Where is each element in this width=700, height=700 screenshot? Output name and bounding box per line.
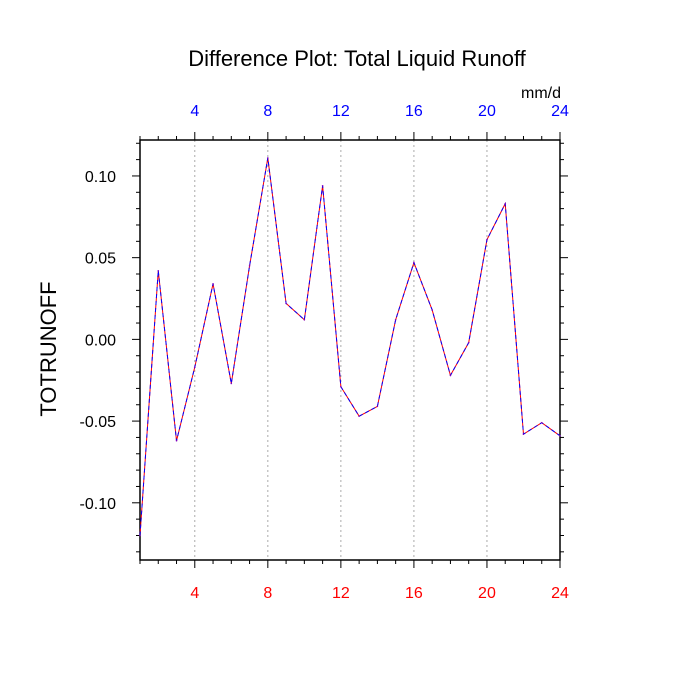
data-point — [376, 405, 379, 408]
data-point — [175, 439, 178, 442]
axis-layer — [132, 132, 568, 568]
data-point — [504, 202, 507, 205]
data-point — [358, 415, 360, 417]
data-point — [248, 265, 251, 267]
tick-label-layer: 0.10 0.05 0.00 -0.05 -0.10 4 4 8 8 12 12 16 16 20 20 24… — [80, 103, 569, 602]
x-top-tick-label: 24 — [551, 103, 569, 120]
data-point — [303, 318, 306, 321]
data-point — [431, 309, 433, 311]
data-point — [486, 238, 488, 241]
data-point — [467, 341, 470, 344]
data-point — [321, 184, 324, 187]
data-point — [394, 318, 397, 321]
x-top-tick-label: 4 — [190, 103, 199, 120]
data-point — [139, 534, 141, 537]
plot-frame — [139, 139, 561, 561]
x-bottom-tick-label: 12 — [332, 585, 350, 602]
y-axis-label: TOTRUNOFF — [36, 281, 61, 416]
y-tick-label: 0.05 — [85, 251, 116, 268]
data-point — [157, 269, 160, 272]
data-point — [522, 433, 525, 435]
data-point — [212, 283, 214, 285]
x-bottom-tick-label: 16 — [405, 585, 423, 602]
series-line — [139, 157, 561, 536]
data-point — [193, 366, 196, 368]
y-tick-label: 0.00 — [85, 332, 116, 349]
data-point — [285, 302, 287, 305]
data-point — [267, 157, 269, 159]
y-tick-label: 0.10 — [85, 169, 116, 186]
x-top-tick-label: 20 — [478, 103, 496, 120]
series-line-base — [139, 157, 561, 536]
x-top-tick-label: 8 — [263, 103, 272, 120]
x-top-tick-label: 12 — [332, 103, 350, 120]
y-tick-label: -0.10 — [80, 496, 117, 513]
x-bottom-tick-label: 20 — [478, 585, 496, 602]
data-point — [230, 382, 233, 385]
y-tick-label: -0.05 — [80, 414, 117, 431]
x-bottom-tick-label: 4 — [190, 585, 199, 602]
x-bottom-tick-label: 8 — [263, 585, 272, 602]
data-point — [413, 261, 415, 264]
data-point — [340, 385, 342, 388]
data-point — [540, 421, 543, 424]
x-top-tick-label: 16 — [405, 103, 423, 120]
x-bottom-tick-label: 24 — [551, 585, 569, 602]
data-point — [449, 374, 452, 377]
data-point — [559, 434, 561, 437]
series-layer — [139, 157, 561, 537]
units-label: mm/d — [521, 85, 561, 102]
chart-title: Difference Plot: Total Liquid Runoff — [188, 46, 526, 71]
